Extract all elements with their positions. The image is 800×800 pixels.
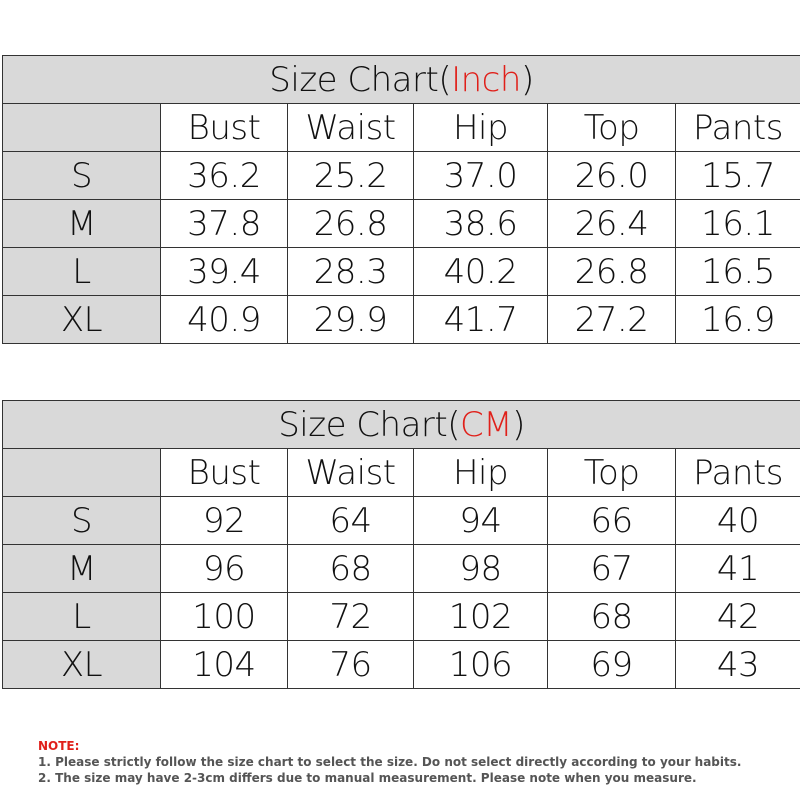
cell: 28.3 — [287, 247, 414, 296]
title-suffix: ) — [512, 404, 525, 445]
cell: 26.8 — [547, 247, 676, 296]
cell: 26.4 — [547, 199, 676, 248]
column-header: Bust — [160, 103, 288, 152]
cell: 100 — [160, 592, 288, 641]
column-header: Pants — [675, 103, 800, 152]
title-row: Size Chart(Inch) — [2, 55, 800, 104]
cell: 27.2 — [547, 295, 676, 344]
cell: 16.9 — [675, 295, 800, 344]
size-label: L — [2, 592, 161, 641]
cell: 41.7 — [413, 295, 548, 344]
column-header: Top — [547, 103, 676, 152]
size-label: M — [2, 199, 161, 248]
cell: 92 — [160, 496, 288, 545]
cell: 40.9 — [160, 295, 288, 344]
title-suffix: ) — [520, 59, 534, 100]
title-unit: CM — [460, 404, 513, 445]
cell: 37.8 — [160, 199, 288, 248]
corner-cell — [2, 448, 161, 497]
cell: 36.2 — [160, 151, 288, 200]
cell: 40.2 — [413, 247, 548, 296]
size-label: XL — [2, 295, 161, 344]
size-label: L — [2, 247, 161, 296]
cell: 66 — [547, 496, 676, 545]
column-header: Hip — [413, 448, 548, 497]
cell: 98 — [413, 544, 548, 593]
corner-cell — [2, 103, 161, 152]
cell: 68 — [547, 592, 676, 641]
data-row: M 96 68 98 67 41 — [2, 544, 800, 593]
cell: 43 — [674, 640, 800, 689]
header-row: Bust Waist Hip Top Pants — [2, 448, 800, 497]
data-row: L 39.4 28.3 40.2 26.8 16.5 — [2, 247, 800, 296]
title-prefix: Size Chart( — [269, 59, 452, 100]
cell: 68 — [287, 544, 414, 593]
cell: 26.8 — [287, 199, 414, 248]
size-label: M — [2, 544, 161, 593]
data-row: XL 40.9 29.9 41.7 27.2 16.9 — [2, 295, 800, 344]
note-line: 2. The size may have 2-3cm differs due t… — [38, 771, 697, 785]
size-label: S — [2, 151, 161, 200]
table-title: Size Chart(CM) — [1, 400, 800, 449]
column-header: Waist — [287, 448, 414, 497]
cell: 106 — [413, 640, 548, 689]
cell: 38.6 — [413, 199, 548, 248]
size-table: Size Chart(Inch) Bust Waist Hip Top Pants S 36.… — [2, 55, 800, 344]
cell: 69 — [547, 640, 676, 689]
size-table: Size Chart(CM) Bust Waist Hip Top Pants S 92 64 9… — [1, 400, 800, 689]
title-row: Size Chart(CM) — [1, 400, 800, 449]
cell: 37.0 — [413, 151, 548, 200]
table-title: Size Chart(Inch) — [2, 55, 800, 104]
cell: 15.7 — [675, 151, 800, 200]
cell: 25.2 — [287, 151, 414, 200]
column-header: Pants — [674, 448, 800, 497]
title-prefix: Size Chart( — [278, 404, 461, 445]
cell: 16.5 — [675, 247, 800, 296]
cell: 42 — [674, 592, 800, 641]
cell: 104 — [160, 640, 288, 689]
column-header: Bust — [160, 448, 288, 497]
column-header: Hip — [413, 103, 548, 152]
cell: 40 — [674, 496, 800, 545]
header-row: Bust Waist Hip Top Pants — [2, 103, 800, 152]
column-header: Top — [547, 448, 676, 497]
data-row: S 92 64 94 66 40 — [2, 496, 800, 545]
data-row: XL 104 76 106 69 43 — [2, 640, 800, 689]
note-label: NOTE: — [38, 739, 80, 753]
note-line: 1. Please strictly follow the size chart… — [38, 755, 742, 769]
data-row: S 36.2 25.2 37.0 26.0 15.7 — [2, 151, 800, 200]
cell: 39.4 — [160, 247, 288, 296]
cell: 102 — [413, 592, 548, 641]
column-header: Waist — [287, 103, 414, 152]
size-label: S — [2, 496, 161, 545]
notes: NOTE: 1. Please strictly follow the size… — [38, 738, 741, 786]
cell: 94 — [413, 496, 548, 545]
cell: 41 — [674, 544, 800, 593]
cell: 64 — [287, 496, 414, 545]
cell: 29.9 — [287, 295, 414, 344]
cell: 26.0 — [547, 151, 676, 200]
size-label: XL — [2, 640, 161, 689]
cell: 16.1 — [675, 199, 800, 248]
cell: 76 — [287, 640, 414, 689]
cell: 67 — [547, 544, 676, 593]
title-unit: Inch — [451, 59, 521, 100]
data-row: M 37.8 26.8 38.6 26.4 16.1 — [2, 199, 800, 248]
cell: 96 — [160, 544, 288, 593]
data-row: L 100 72 102 68 42 — [2, 592, 800, 641]
cell: 72 — [287, 592, 414, 641]
